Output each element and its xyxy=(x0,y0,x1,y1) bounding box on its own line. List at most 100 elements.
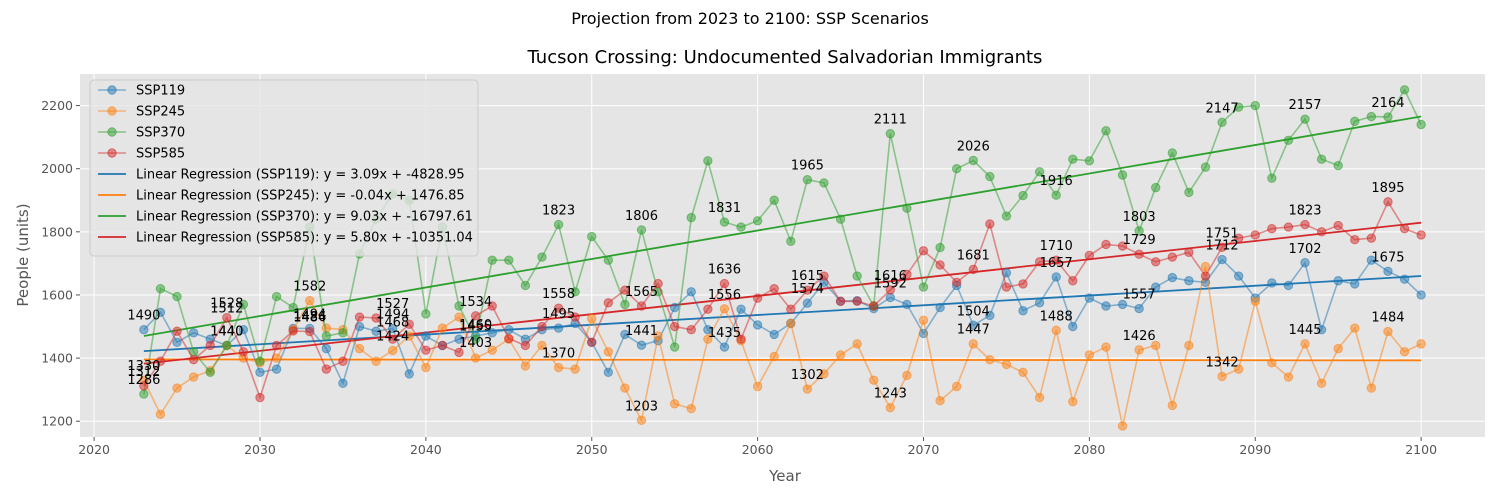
data-point-ssp585 xyxy=(587,337,597,348)
data-point-ssp585 xyxy=(1233,233,1244,243)
data-point-ssp245 xyxy=(1250,296,1260,306)
data-point-ssp119 xyxy=(1068,321,1078,332)
data-point-ssp245 xyxy=(1200,261,1211,272)
data-point-ssp370 xyxy=(1184,187,1194,198)
data-point-ssp370 xyxy=(139,389,149,399)
data-point-ssp119 xyxy=(421,331,431,341)
x-tick-label: 2090 xyxy=(1239,442,1271,457)
data-point-ssp119 xyxy=(1399,274,1410,284)
data-label: 2164 xyxy=(1371,96,1404,111)
data-point-ssp119 xyxy=(1383,266,1393,276)
data-point-ssp370 xyxy=(1267,173,1277,183)
data-point-ssp585 xyxy=(1283,222,1294,232)
data-point-ssp370 xyxy=(338,328,348,338)
data-label: 1486 xyxy=(293,310,326,325)
data-point-ssp585 xyxy=(869,301,879,311)
data-point-ssp585 xyxy=(305,326,315,337)
data-point-ssp245 xyxy=(819,369,829,379)
data-point-ssp585 xyxy=(1068,276,1078,286)
data-point-ssp370 xyxy=(703,156,713,166)
data-label: 1615 xyxy=(791,269,824,284)
data-point-ssp585 xyxy=(1250,230,1260,240)
axis-ticks: 2020 2030 2040 2050 2060 2070 2080 2090 2100 1200… xyxy=(41,98,1437,457)
data-label: 1712 xyxy=(1206,239,1239,254)
data-label: 1445 xyxy=(1288,323,1321,338)
data-point-ssp119 xyxy=(404,369,414,379)
data-point-ssp585 xyxy=(1366,233,1377,243)
data-point-ssp585 xyxy=(603,298,614,308)
data-point-ssp245 xyxy=(686,403,696,414)
data-point-ssp585 xyxy=(1084,250,1095,261)
data-point-ssp119 xyxy=(620,329,630,340)
legend-label: SSP119 xyxy=(136,84,185,99)
data-point-ssp585 xyxy=(421,345,431,355)
data-label: 1557 xyxy=(1123,288,1156,303)
data-point-ssp370 xyxy=(487,255,497,265)
data-point-ssp585 xyxy=(570,312,580,322)
data-point-ssp119 xyxy=(968,320,978,330)
data-point-ssp119 xyxy=(139,324,149,335)
data-point-ssp245 xyxy=(155,409,166,419)
x-tick-label: 2050 xyxy=(576,442,608,457)
data-point-ssp585 xyxy=(1167,252,1178,262)
data-point-ssp245 xyxy=(520,361,531,371)
data-label: 1592 xyxy=(874,276,907,291)
data-point-ssp585 xyxy=(1051,255,1061,265)
data-point-ssp119 xyxy=(1134,303,1144,314)
data-label: 1490 xyxy=(127,309,160,324)
data-point-ssp119 xyxy=(1051,272,1061,282)
data-point-ssp245 xyxy=(1068,396,1078,407)
data-point-ssp370 xyxy=(1416,119,1426,130)
data-point-ssp370 xyxy=(1068,154,1078,164)
data-label: 1403 xyxy=(459,336,492,351)
data-point-ssp119 xyxy=(553,323,564,333)
data-point-ssp119 xyxy=(1167,272,1178,283)
data-point-ssp119 xyxy=(1034,298,1045,308)
data-point-ssp370 xyxy=(1200,162,1211,172)
data-label: 1806 xyxy=(625,209,658,224)
data-point-ssp119 xyxy=(1350,279,1360,289)
data-label: 1803 xyxy=(1123,210,1156,225)
data-point-ssp245 xyxy=(188,372,199,382)
data-point-ssp119 xyxy=(1366,255,1377,265)
series-line-ssp370 xyxy=(143,88,1422,395)
data-point-ssp245 xyxy=(421,362,431,373)
data-point-ssp245 xyxy=(470,353,481,363)
data-point-ssp370 xyxy=(1333,160,1343,171)
data-point-ssp245 xyxy=(1416,339,1426,349)
data-label: 1558 xyxy=(542,287,575,302)
data-point-ssp370 xyxy=(1151,182,1161,193)
data-point-ssp245 xyxy=(902,370,912,381)
data-point-ssp245 xyxy=(885,402,896,413)
data-point-ssp585 xyxy=(437,340,448,351)
y-axis-label: People (units) xyxy=(14,203,32,306)
x-tick-label: 2060 xyxy=(742,442,774,457)
data-point-ssp585 xyxy=(1416,230,1426,240)
data-point-ssp585 xyxy=(205,340,215,351)
data-point-ssp245 xyxy=(553,362,564,373)
legend-label: SSP585 xyxy=(136,147,185,162)
data-point-ssp370 xyxy=(669,342,680,352)
data-point-ssp119 xyxy=(321,343,332,354)
data-point-ssp370 xyxy=(802,175,813,185)
data-point-ssp245 xyxy=(603,347,614,357)
regression-line-2 xyxy=(143,115,1422,337)
data-label: 1342 xyxy=(1206,355,1239,370)
data-point-ssp245 xyxy=(305,295,315,306)
data-point-ssp585 xyxy=(354,312,365,322)
data-point-ssp119 xyxy=(1416,290,1426,300)
x-axis-label: Year xyxy=(768,467,802,485)
data-point-ssp245 xyxy=(587,313,597,324)
data-point-ssp585 xyxy=(985,219,995,229)
data-label: 2026 xyxy=(957,139,990,154)
data-point-ssp585 xyxy=(520,340,531,351)
data-point-ssp370 xyxy=(255,356,265,366)
data-point-ssp119 xyxy=(686,287,696,297)
data-point-ssp585 xyxy=(951,277,962,288)
data-point-ssp370 xyxy=(288,302,298,313)
data-point-ssp245 xyxy=(570,364,580,374)
legend-marker xyxy=(107,127,117,137)
y-tick-label: 1200 xyxy=(41,414,73,429)
data-point-ssp585 xyxy=(1200,271,1211,281)
data-point-ssp119 xyxy=(371,326,381,336)
